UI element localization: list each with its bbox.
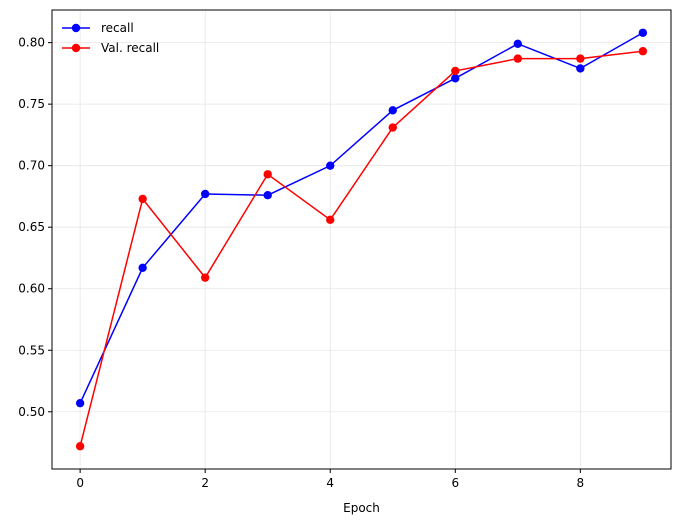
data-point-recall [451, 74, 460, 83]
legend-label-val-recall: Val. recall [101, 41, 159, 55]
x-axis-label: Epoch [343, 501, 380, 515]
legend-marker-recall [71, 23, 81, 33]
data-point-val-recall [388, 123, 397, 132]
data-point-val-recall [138, 194, 147, 204]
grid [52, 10, 671, 469]
series-line-recall [79, 32, 644, 404]
data-point-recall [326, 161, 335, 170]
x-tick-label: 2 [201, 476, 209, 490]
series-line-val-recall [79, 50, 643, 447]
data-point-recall [75, 398, 85, 408]
data-point-val-recall [451, 66, 460, 76]
data-point-recall [513, 39, 523, 49]
data-point-recall [263, 190, 272, 200]
legend-item-val-recall: Val. recall [62, 41, 159, 55]
series-val-recall [75, 47, 648, 451]
legend-marker-val-recall [71, 43, 81, 53]
data-point-recall [638, 28, 648, 37]
plot-frame [51, 9, 672, 470]
data-point-recall [388, 106, 397, 115]
legend-item-recall: recall [62, 21, 134, 35]
x-tick-label: 8 [577, 476, 585, 490]
data-point-val-recall [513, 54, 523, 63]
x-tick-label: 6 [451, 476, 459, 490]
legend-label-recall: recall [101, 21, 134, 35]
data-point-val-recall [326, 215, 335, 225]
y-tick-label: 0.60 [18, 282, 45, 296]
y-tick-label: 0.65 [18, 220, 45, 234]
data-point-val-recall [75, 442, 85, 451]
y-tick-label: 0.75 [18, 97, 45, 111]
data-point-val-recall [200, 273, 210, 282]
data-point-val-recall [638, 47, 648, 56]
y-tick-label: 0.80 [18, 36, 45, 50]
legend: recall Val. recall [62, 21, 159, 55]
data-point-val-recall [576, 54, 585, 63]
y-tick-label: 0.55 [18, 343, 45, 357]
y-tick-label: 0.70 [18, 159, 45, 173]
data-point-recall [576, 64, 585, 73]
x-tick-label: 4 [326, 476, 334, 490]
y-tick-label: 0.50 [18, 405, 45, 419]
y-axis: 0.50 0.55 0.60 0.65 0.70 0.75 0.80 [18, 36, 52, 419]
series-recall [75, 28, 648, 408]
x-axis: 0 2 4 6 8 [76, 469, 584, 490]
series-group [75, 28, 648, 451]
data-point-val-recall [263, 170, 272, 179]
data-point-recall [138, 263, 147, 273]
data-point-recall [200, 189, 210, 199]
x-tick-label: 0 [76, 476, 84, 490]
